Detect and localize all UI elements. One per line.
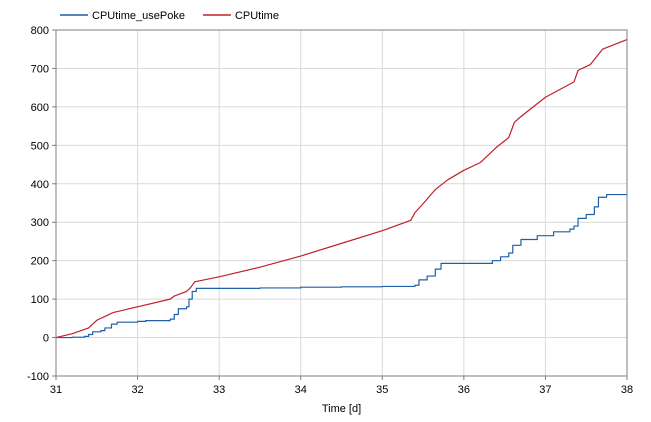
y-tick-label: 800 xyxy=(31,25,49,37)
x-axis-title: Time [d] xyxy=(322,403,361,415)
x-tick-label: 32 xyxy=(131,384,143,396)
y-tick-label: 300 xyxy=(31,217,49,229)
legend: CPUtime_usePoke CPUtime xyxy=(60,10,279,22)
y-tick-label: 100 xyxy=(31,294,49,306)
y-tick-label: -100 xyxy=(27,371,49,383)
legend-label: CPUtime xyxy=(235,10,279,22)
series-layer xyxy=(55,39,628,339)
y-tick-label: 700 xyxy=(31,63,49,75)
series-line-CPUtime_usePoke xyxy=(56,193,628,339)
x-tick-label: 33 xyxy=(213,384,225,396)
axes: 31 32 33 34 35 36 37 38 -100 0 100 200 300 400 500 600 7… xyxy=(27,25,633,396)
y-tick-label: 600 xyxy=(31,102,49,114)
x-tick-label: 34 xyxy=(295,384,307,396)
x-tick-label: 37 xyxy=(539,384,551,396)
x-tick-label: 35 xyxy=(376,384,388,396)
y-tick-label: 500 xyxy=(31,140,49,152)
y-tick-label: 0 xyxy=(43,333,49,345)
series-line-CPUtime xyxy=(55,39,628,339)
y-tick-label: 400 xyxy=(31,179,49,191)
legend-item-CPUtime: CPUtime xyxy=(202,10,279,22)
plot-area xyxy=(56,30,627,376)
plot-background xyxy=(56,30,627,376)
x-tick-label: 31 xyxy=(50,384,62,396)
legend-item-CPUtime_usePoke: CPUtime_usePoke xyxy=(60,10,185,22)
y-tick-label: 200 xyxy=(31,256,49,268)
plot-frame xyxy=(55,29,628,377)
x-tick-label: 36 xyxy=(458,384,470,396)
x-tick-label: 38 xyxy=(621,384,633,396)
legend-label: CPUtime_usePoke xyxy=(92,10,185,22)
